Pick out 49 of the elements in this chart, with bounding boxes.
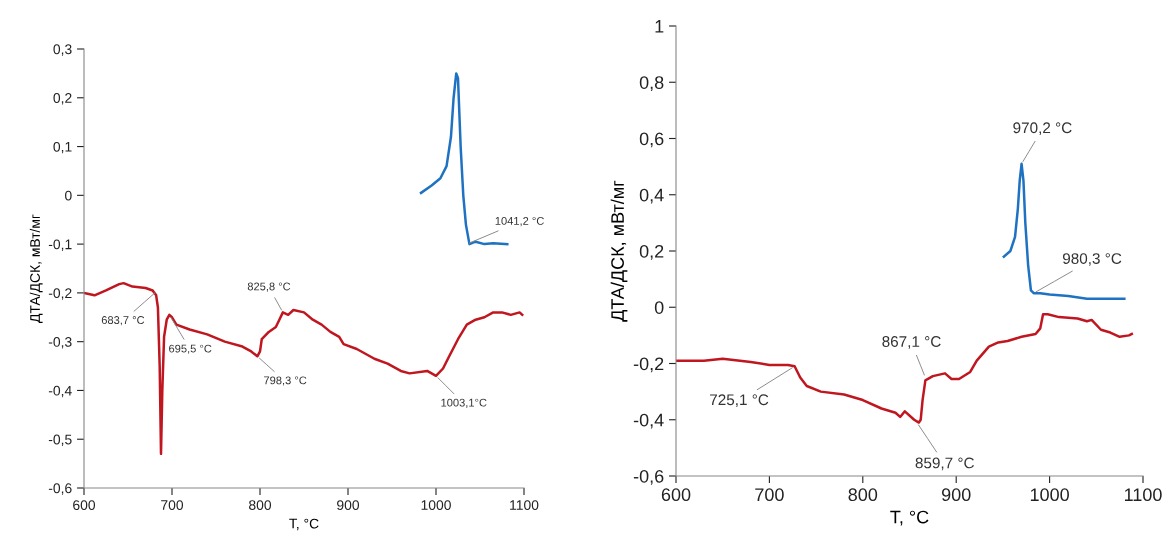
y-tick-label: -0,5 (48, 434, 72, 447)
y-tick-label: -0,4 (633, 413, 664, 429)
x-tick-label: 1100 (1124, 488, 1162, 502)
y-tick-label: -0,2 (633, 357, 664, 373)
y-tick-label: 0,8 (639, 76, 664, 92)
y-tick-label: 0 (65, 190, 72, 201)
y-tick-label: 0 (654, 301, 664, 314)
annotation: 1041,2 °C (495, 217, 544, 227)
line-series (676, 313, 1134, 424)
annotation: 970,2 °C (1013, 122, 1072, 135)
y-tick-label: -0,1 (48, 239, 72, 251)
y-tick-label: 0,1 (53, 141, 72, 154)
y-tick-label: 0,2 (639, 244, 664, 260)
annotation: 1003,1°C (441, 398, 487, 408)
y-tick-label: 0,4 (639, 188, 664, 204)
y-axis-title: ДТА/ДСК, мВт/мг (610, 180, 628, 322)
x-tick-label: 1100 (510, 500, 539, 511)
y-axis-title: ДТА/ДСК, мВт/мг (29, 214, 43, 323)
y-tick-label: -0,3 (48, 337, 72, 349)
y-tick-label: 0,3 (53, 44, 72, 56)
x-tick-label: 700 (755, 488, 784, 502)
x-tick-label: 1000 (421, 500, 451, 511)
x-tick-label: 1000 (1030, 488, 1069, 502)
y-tick-label: -0,2 (48, 288, 72, 300)
x-axis-title: T, °C (289, 518, 319, 531)
annotation: 980,3 °C (1062, 253, 1122, 266)
annotation: 798,3 °C (264, 376, 307, 386)
annotation: 825,8 °C (247, 282, 291, 292)
x-tick-label: 700 (161, 500, 184, 511)
y-tick-label: -0,6 (633, 469, 664, 485)
x-tick-label: 800 (249, 500, 272, 511)
x-tick-label: 600 (73, 500, 96, 511)
y-tick-label: -0,4 (48, 385, 72, 398)
annotation: 859,7 °C (915, 457, 974, 471)
y-tick-label: 0,2 (53, 93, 72, 105)
line-series (84, 281, 524, 456)
annotation: 683,7 °C (101, 316, 145, 326)
x-tick-label: 900 (941, 488, 971, 502)
x-tick-label: 900 (337, 500, 360, 511)
x-axis-title: T, °C (890, 510, 929, 526)
x-tick-label: 800 (848, 488, 878, 502)
x-tick-label: 600 (661, 488, 691, 502)
y-tick-label: -0,6 (48, 483, 72, 495)
y-tick-label: 1 (655, 20, 664, 33)
line-series (1002, 162, 1126, 301)
y-tick-label: 0,6 (639, 132, 664, 148)
annotation: 725,1 °C (710, 394, 769, 407)
annotation: 867,1 °C (882, 336, 941, 349)
annotation: 695,5 °C (169, 344, 212, 354)
